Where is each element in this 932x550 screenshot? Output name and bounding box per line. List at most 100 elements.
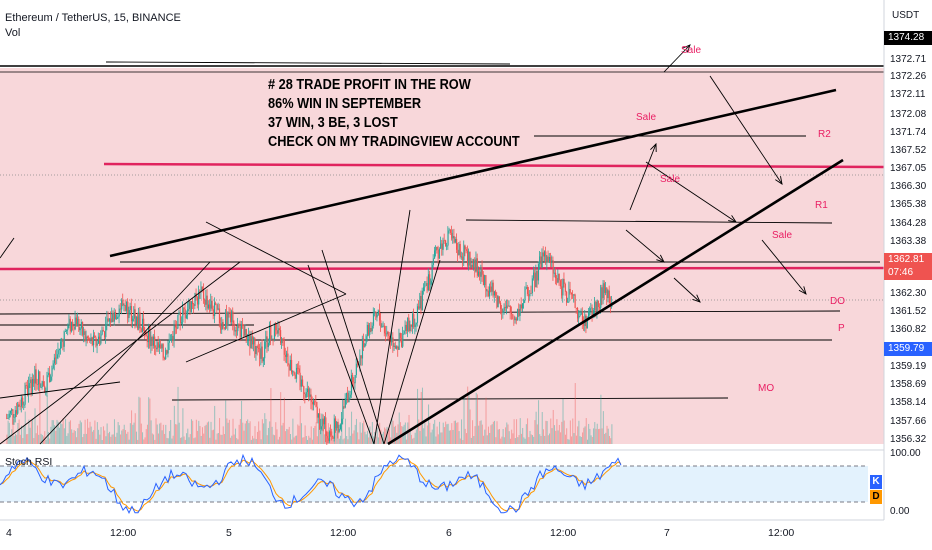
volume-bar: [88, 427, 90, 444]
candle-body: [529, 293, 531, 297]
candle-body: [72, 322, 74, 327]
candle-body: [200, 286, 202, 292]
volume-bar: [223, 434, 225, 444]
candle-body: [143, 318, 145, 332]
p-label: P: [838, 323, 845, 334]
candle-body: [365, 336, 367, 344]
candle-body: [166, 350, 168, 354]
candle-body: [535, 270, 537, 288]
candle-body: [470, 264, 472, 268]
symbol-title[interactable]: Ethereum / TetherUS, 15, BINANCE: [5, 12, 181, 24]
volume-bar: [324, 434, 326, 444]
candle-body: [17, 404, 19, 414]
candle-body: [585, 315, 587, 329]
volume-bar: [138, 396, 140, 444]
candle-body: [531, 278, 533, 294]
volume-bar: [338, 438, 340, 444]
volume-bar: [360, 432, 362, 444]
volume-bar: [562, 398, 564, 444]
volume-bar: [51, 420, 53, 444]
volume-bar: [539, 434, 541, 444]
candle-body: [440, 243, 442, 249]
volume-bar: [241, 400, 243, 444]
volume-bar: [209, 437, 211, 444]
volume-bar: [197, 430, 199, 444]
volume-bar: [243, 430, 245, 444]
volume-bar: [233, 434, 235, 444]
candle-body: [157, 342, 159, 348]
volume-bar: [597, 429, 599, 444]
candle-body: [116, 316, 118, 320]
candle-body: [506, 305, 508, 309]
candle-body: [155, 347, 157, 350]
volume-bar: [36, 425, 38, 444]
candle-body: [530, 293, 532, 294]
candle-body: [541, 252, 543, 268]
candle-body: [225, 312, 227, 329]
candle-body: [501, 308, 503, 313]
candle-body: [343, 406, 345, 408]
volume-bar: [93, 430, 95, 444]
candle-body: [472, 264, 474, 268]
volume-bar: [601, 428, 603, 444]
volume-bar: [157, 433, 159, 444]
candle-body: [104, 331, 106, 338]
candle-body: [117, 316, 119, 318]
volume-bar: [140, 423, 142, 444]
volume-bar: [509, 438, 511, 444]
candle-body: [215, 302, 217, 305]
candle-body: [126, 301, 128, 311]
volume-bar: [8, 422, 10, 444]
candle-body: [391, 337, 393, 343]
candle-body: [144, 331, 146, 335]
volume-bar: [89, 421, 91, 444]
time-tick-label: 6: [446, 527, 452, 539]
candle-body: [556, 278, 558, 283]
candle-body: [580, 312, 582, 315]
volume-bar: [434, 419, 436, 444]
candle-body: [595, 302, 597, 312]
volume-bar: [94, 420, 96, 444]
projection-arrow: [629, 143, 657, 211]
volume-bar: [72, 432, 74, 444]
candle-body: [194, 293, 196, 306]
candle-body: [348, 397, 350, 403]
candle-body: [101, 330, 103, 335]
volume-bar: [398, 412, 400, 444]
volume-bar: [321, 419, 323, 444]
sale-marker-right: Sale: [772, 230, 793, 241]
projection-arrow: [663, 44, 691, 73]
volume-bar: [32, 418, 34, 444]
candle-body: [544, 251, 546, 257]
volume-bar: [541, 412, 543, 444]
candle-body: [57, 350, 59, 355]
volume-bar: [52, 420, 54, 444]
candle-body: [123, 305, 125, 306]
volume-indicator-label[interactable]: Vol: [5, 27, 21, 39]
candle-body: [270, 325, 272, 339]
volume-bar: [534, 420, 536, 444]
volume-bar: [258, 421, 260, 444]
volume-bar: [79, 420, 81, 444]
candle-body: [534, 272, 536, 288]
volume-bar: [320, 426, 322, 444]
volume-bar: [19, 434, 21, 444]
volume-bar: [454, 420, 456, 444]
time-tick-label: 12:00: [768, 527, 795, 539]
volume-bar: [549, 433, 551, 444]
candle-body: [154, 336, 156, 348]
candle-body: [593, 310, 595, 315]
candle-body: [366, 324, 368, 337]
candle-body: [179, 312, 181, 324]
volume-bar: [578, 420, 580, 444]
candle-body: [481, 267, 483, 275]
volume-bar: [299, 405, 301, 444]
volume-bar: [90, 426, 92, 444]
volume-bar: [161, 430, 163, 444]
volume-bar: [382, 431, 384, 444]
volume-bar: [82, 437, 84, 444]
candle-body: [551, 260, 553, 262]
candle-body: [446, 245, 448, 247]
stoch-rsi-label[interactable]: Stoch RSI: [5, 456, 53, 468]
